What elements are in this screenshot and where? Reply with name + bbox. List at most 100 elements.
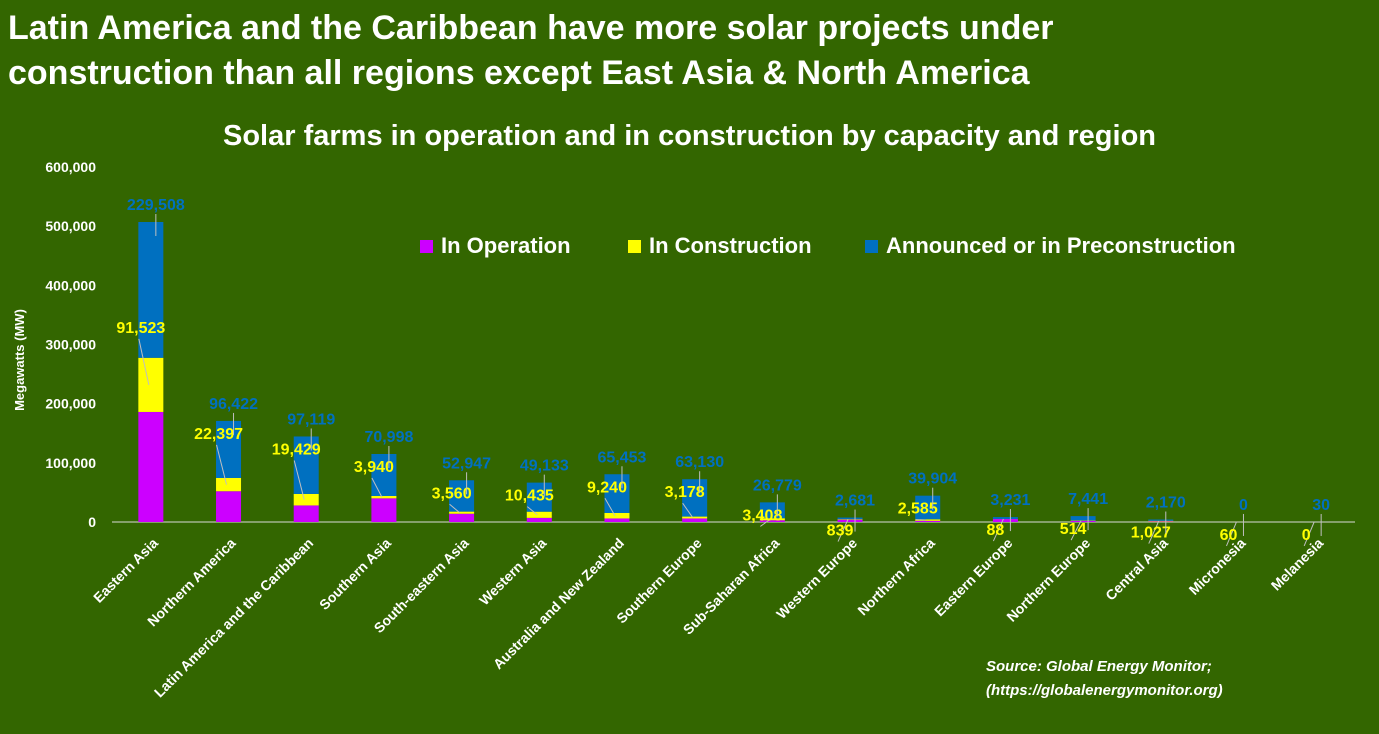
construction-leader-line (293, 460, 305, 500)
announced-data-label: 3,231 (990, 492, 1030, 509)
construction-data-label: 3,940 (354, 459, 394, 476)
bar-segment-announced (138, 222, 164, 358)
x-tick-label: Northern Africa (854, 535, 938, 619)
bar-segment-operation (526, 517, 552, 522)
y-tick-label: 600,000 (45, 159, 96, 175)
construction-leader-line (371, 477, 383, 498)
construction-leader-line (604, 498, 616, 516)
bar-segment-construction (682, 516, 708, 519)
x-tick-label: Central Asia (1102, 535, 1171, 604)
construction-leader-line (449, 503, 460, 514)
x-tick-label: Latin America and the Caribbean (151, 535, 317, 701)
construction-leader-line (1070, 520, 1082, 541)
announced-data-label: 7,441 (1068, 491, 1108, 508)
x-tick-label: Australia and New Zealand (490, 535, 627, 672)
announced-data-label: 39,904 (908, 471, 957, 488)
announced-data-label: 63,130 (675, 454, 724, 471)
announced-data-label: 26,779 (753, 477, 802, 494)
bar-segment-operation (216, 491, 242, 522)
construction-data-label: 88 (987, 522, 1005, 539)
bar-segment-operation (837, 519, 863, 522)
construction-leader-line (992, 518, 1004, 542)
bar-segment-operation (449, 513, 475, 522)
x-tick-label: Western Europe (773, 535, 860, 622)
legend-label-operation: In Operation (441, 233, 571, 258)
bar-segment-operation (992, 519, 1018, 522)
construction-data-label: 514 (1060, 521, 1087, 538)
bar-segment-construction (371, 496, 397, 499)
headline-line-2: construction than all regions except Eas… (8, 54, 1030, 92)
construction-leader-line (526, 506, 538, 516)
bar-segment-operation (138, 411, 164, 522)
bar-segment-announced (604, 474, 630, 513)
construction-data-label: 10,435 (505, 488, 554, 505)
legend-item-announced: Announced or in Preconstruction (865, 233, 1236, 259)
announced-data-label: 49,133 (520, 458, 569, 475)
bar-segment-operation (604, 518, 630, 522)
announced-data-label: 97,119 (287, 411, 335, 428)
x-tick-label: Southern Asia (316, 535, 394, 613)
construction-leader-line (1148, 520, 1160, 544)
construction-data-label: 3,408 (742, 507, 782, 524)
construction-data-label: 60 (1220, 527, 1238, 544)
x-tick-label: Northern Europe (1003, 535, 1093, 625)
announced-data-label: 65,453 (598, 449, 647, 466)
construction-leader-line (216, 444, 228, 485)
bar-segment-announced (682, 479, 708, 517)
legend-swatch-operation (420, 239, 433, 253)
construction-data-label: 91,523 (116, 320, 165, 337)
x-tick-label: Eastern Asia (90, 535, 161, 606)
construction-data-label: 3,560 (432, 485, 472, 502)
bar-segment-construction (759, 518, 785, 521)
construction-leader-line (682, 502, 694, 518)
bar-segment-operation (1148, 521, 1174, 522)
source-note: Source: Global Energy Monitor; (https://… (986, 655, 1223, 703)
construction-data-label: 0 (1302, 527, 1311, 544)
legend-item-operation: In Operation (420, 233, 571, 259)
announced-data-label: 96,422 (209, 396, 258, 413)
chart-title: Solar farms in operation and in construc… (223, 120, 1156, 152)
bar-segment-construction (138, 357, 164, 412)
bar-segment-construction (216, 477, 242, 492)
construction-data-label: 1,027 (1131, 525, 1171, 542)
bar-segment-announced (1148, 519, 1174, 521)
bar-segment-announced (293, 436, 319, 494)
bar-segment-operation (371, 498, 397, 522)
bar-segment-announced (915, 495, 941, 520)
x-tick-label: Melanesia (1268, 535, 1327, 594)
bar-segment-announced (837, 517, 863, 520)
y-tick-label: 100,000 (45, 455, 96, 471)
y-tick-label: 400,000 (45, 277, 96, 293)
bar-segment-construction (526, 511, 552, 518)
source-line-2: (https://globalenergymonitor.org) (986, 682, 1223, 699)
bar-segment-operation (682, 518, 708, 522)
announced-data-label: 229,508 (127, 197, 185, 214)
construction-leader-line (760, 518, 771, 527)
bar-segment-announced (1070, 516, 1096, 521)
announced-data-label: 0 (1239, 497, 1248, 514)
construction-data-label: 3,178 (665, 484, 705, 501)
y-tick-label: 0 (88, 514, 96, 530)
construction-data-label: 22,397 (194, 426, 243, 443)
construction-data-label: 19,429 (272, 441, 321, 458)
announced-data-label: 30 (1312, 497, 1330, 514)
bar-segment-announced (371, 453, 397, 497)
construction-leader-line (138, 338, 150, 385)
legend-item-construction: In Construction (628, 233, 812, 259)
legend-label-announced: Announced or in Preconstruction (886, 233, 1236, 258)
y-tick-label: 300,000 (45, 337, 96, 353)
y-tick-label: 500,000 (45, 218, 96, 234)
bar-segment-operation (293, 505, 319, 522)
headline-line-1: Latin America and the Caribbean have mor… (8, 9, 1054, 47)
announced-data-label: 70,998 (364, 429, 413, 446)
legend-label-construction: In Construction (649, 233, 812, 258)
bar-segment-construction (604, 512, 630, 519)
x-tick-label: Micronesia (1186, 535, 1249, 598)
bar-segment-announced (449, 480, 475, 512)
y-tick-label: 200,000 (45, 396, 96, 412)
bar-segment-operation (759, 520, 785, 522)
x-tick-label: Western Asia (476, 535, 550, 609)
bar-segment-operation (1070, 520, 1096, 522)
construction-data-label: 2,585 (898, 501, 938, 518)
